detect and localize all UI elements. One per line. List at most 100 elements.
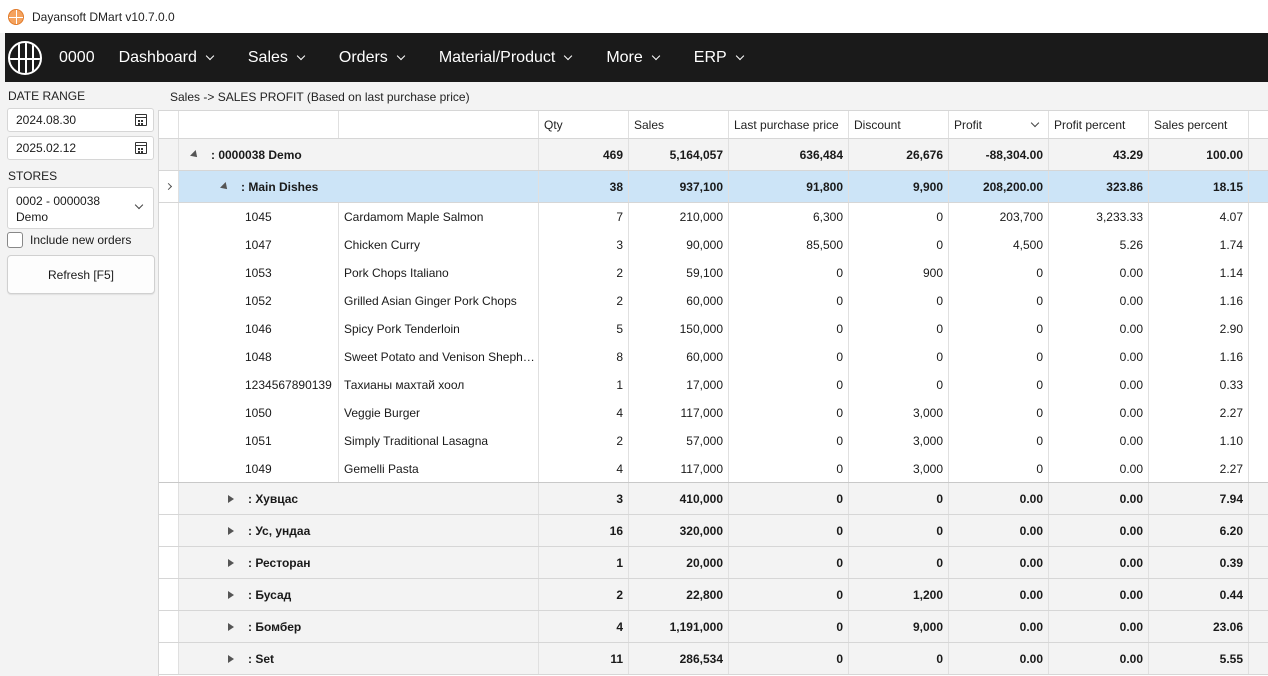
nav-sales[interactable]: Sales bbox=[248, 49, 306, 67]
item-row[interactable]: 1048 Sweet Potato and Venison Sheph… 8 60,0… bbox=[159, 343, 1268, 371]
item-row[interactable]: 1049 Gemelli Pasta 4 117,000 0 3,000 0 0.00 2.27 bbox=[159, 455, 1268, 483]
globe-logo-icon[interactable] bbox=[8, 40, 42, 75]
nav-erp[interactable]: ERP bbox=[693, 48, 744, 67]
date-from-field[interactable]: 2024.08.30 bbox=[7, 108, 154, 132]
nav-more[interactable]: More bbox=[606, 49, 661, 67]
cell-profit-percent: 0.00 bbox=[1049, 371, 1149, 399]
row-filler bbox=[1249, 315, 1268, 343]
header-name-cell[interactable] bbox=[339, 111, 539, 138]
row-filler bbox=[1249, 343, 1268, 371]
nav-dashboard[interactable]: Dashboard bbox=[118, 48, 215, 67]
date-range-label: DATE RANGE bbox=[8, 89, 86, 103]
date-to-field[interactable]: 2025.02.12 bbox=[7, 136, 154, 160]
expand-triangle-icon[interactable] bbox=[228, 526, 234, 535]
item-row[interactable]: 1046 Spicy Pork Tenderloin 5 150,000 0 0 0 0.00… bbox=[159, 315, 1268, 343]
expand-triangle-icon[interactable] bbox=[228, 622, 234, 631]
row-indicator bbox=[159, 611, 179, 642]
cell-sales-percent: 100.00 bbox=[1149, 139, 1249, 170]
cell-last-purchase-price: 0 bbox=[729, 399, 849, 427]
row-indicator bbox=[159, 371, 179, 399]
cell-sales: 150,000 bbox=[629, 315, 729, 343]
cell-lpp: 0 bbox=[729, 515, 849, 546]
cell-discount: 0 bbox=[849, 203, 949, 231]
cell-profit: 0.00 bbox=[949, 579, 1049, 610]
header-sales-percent[interactable]: Sales percent bbox=[1149, 111, 1249, 138]
cell-name: Veggie Burger bbox=[339, 399, 539, 427]
header-qty[interactable]: Qty bbox=[539, 111, 629, 138]
calendar-icon[interactable] bbox=[135, 114, 147, 126]
header-code-cell[interactable] bbox=[179, 111, 339, 138]
cell-discount: 1,200 bbox=[849, 579, 949, 610]
item-row[interactable]: 1047 Chicken Curry 3 90,000 85,500 0 4,500 5.26… bbox=[159, 231, 1268, 259]
item-row[interactable]: 1053 Pork Chops Italiano 2 59,100 0 900 0 0.00 1… bbox=[159, 259, 1268, 287]
cell-profit: -88,304.00 bbox=[949, 139, 1049, 170]
collapse-triangle-icon[interactable] bbox=[220, 181, 230, 192]
item-row[interactable]: 1051 Simply Traditional Lasagna 2 57,000 0 3,… bbox=[159, 427, 1268, 455]
expand-triangle-icon[interactable] bbox=[228, 654, 234, 663]
header-last-purchase-price[interactable]: Last purchase price bbox=[729, 111, 849, 138]
group-row-root[interactable]: : 0000038 Demo 469 5,164,057 636,484 26,… bbox=[159, 139, 1268, 171]
group-row[interactable]: : Set 11 286,534 0 0 0.00 0.00 5.55 bbox=[159, 643, 1268, 675]
nav-dashboard-label: Dashboard bbox=[118, 48, 197, 66]
cell-qty: 3 bbox=[539, 483, 629, 514]
group-row[interactable]: : Ус, ундаа 16 320,000 0 0 0.00 0.00 6.20 bbox=[159, 515, 1268, 547]
row-indicator bbox=[159, 427, 179, 455]
sort-chevron-icon[interactable] bbox=[1030, 118, 1040, 128]
group-row[interactable]: : Хувцас 3 410,000 0 0 0.00 0.00 7.94 bbox=[159, 483, 1268, 515]
store-select[interactable]: 0002 - 0000038 Demo bbox=[7, 187, 154, 229]
item-row[interactable]: 1052 Grilled Asian Ginger Pork Chops 2 60,0… bbox=[159, 287, 1268, 315]
collapse-triangle-icon[interactable] bbox=[190, 149, 200, 160]
expand-triangle-icon[interactable] bbox=[228, 494, 234, 503]
cell-sales-percent: 18.15 bbox=[1149, 171, 1249, 202]
row-indicator bbox=[159, 203, 179, 231]
include-new-orders-row[interactable]: Include new orders bbox=[7, 232, 131, 248]
cell-qty: 3 bbox=[539, 231, 629, 259]
group-row[interactable]: : Бусад 2 22,800 0 1,200 0.00 0.00 0.44 bbox=[159, 579, 1268, 611]
cell-sales-pct: 6.20 bbox=[1149, 515, 1249, 546]
cell-sales-percent: 1.14 bbox=[1149, 259, 1249, 287]
refresh-button[interactable]: Refresh [F5] bbox=[7, 255, 155, 294]
chevron-down-icon bbox=[205, 51, 215, 60]
header-profit-percent[interactable]: Profit percent bbox=[1049, 111, 1149, 138]
header-sales[interactable]: Sales bbox=[629, 111, 729, 138]
row-indicator bbox=[159, 287, 179, 315]
group-row-main-dishes[interactable]: : Main Dishes 38 937,100 91,800 9,900 20… bbox=[159, 171, 1268, 203]
nav-orders[interactable]: Orders bbox=[339, 49, 406, 67]
cell-sales: 59,100 bbox=[629, 259, 729, 287]
cell-code: 1050 bbox=[179, 399, 339, 427]
cell-profit: 0 bbox=[949, 427, 1049, 455]
grid-header-row: Qty Sales Last purchase price Discount P… bbox=[159, 111, 1268, 139]
cell-qty: 4 bbox=[539, 399, 629, 427]
group-label-cell: : Хувцас bbox=[179, 483, 539, 514]
calendar-icon[interactable] bbox=[135, 142, 147, 154]
chevron-down-icon bbox=[735, 51, 744, 60]
cell-profit-percent: 3,233.33 bbox=[1049, 203, 1149, 231]
include-new-orders-checkbox[interactable] bbox=[7, 232, 23, 248]
nav-store-code[interactable]: 0000 bbox=[59, 48, 95, 66]
cell-qty: 2 bbox=[539, 427, 629, 455]
cell-discount: 0 bbox=[849, 343, 949, 371]
cell-sales-percent: 1.10 bbox=[1149, 427, 1249, 455]
cell-last-purchase-price: 0 bbox=[729, 315, 849, 343]
cell-sales: 117,000 bbox=[629, 455, 729, 482]
nav-erp-label: ERP bbox=[693, 48, 727, 66]
cell-sales-pct: 0.44 bbox=[1149, 579, 1249, 610]
nav-material-product[interactable]: Material/Product bbox=[439, 49, 573, 67]
item-row[interactable]: 1050 Veggie Burger 4 117,000 0 3,000 0 0.00 2.27 bbox=[159, 399, 1268, 427]
header-discount[interactable]: Discount bbox=[849, 111, 949, 138]
cell-profit: 0 bbox=[949, 343, 1049, 371]
group-label: : Бусад bbox=[248, 587, 292, 602]
cell-code: 1045 bbox=[179, 203, 339, 231]
group-row[interactable]: : Ресторан 1 20,000 0 0 0.00 0.00 0.39 bbox=[159, 547, 1268, 579]
cell-discount: 3,000 bbox=[849, 399, 949, 427]
group-row[interactable]: : Бомбер 4 1,191,000 0 9,000 0.00 0.00 23.06 bbox=[159, 611, 1268, 643]
cell-qty: 4 bbox=[539, 455, 629, 482]
item-row[interactable]: 1234567890139 Тахианы махтай хоол 1 17,000 0… bbox=[159, 371, 1268, 399]
row-filler bbox=[1249, 483, 1268, 514]
cell-qty: 4 bbox=[539, 611, 629, 642]
expand-triangle-icon[interactable] bbox=[228, 558, 234, 567]
expand-triangle-icon[interactable] bbox=[228, 590, 234, 599]
header-profit[interactable]: Profit bbox=[949, 111, 1049, 138]
item-row[interactable]: 1045 Cardamom Maple Salmon 7 210,000 6,300 0 2… bbox=[159, 203, 1268, 231]
row-indicator bbox=[159, 171, 179, 202]
